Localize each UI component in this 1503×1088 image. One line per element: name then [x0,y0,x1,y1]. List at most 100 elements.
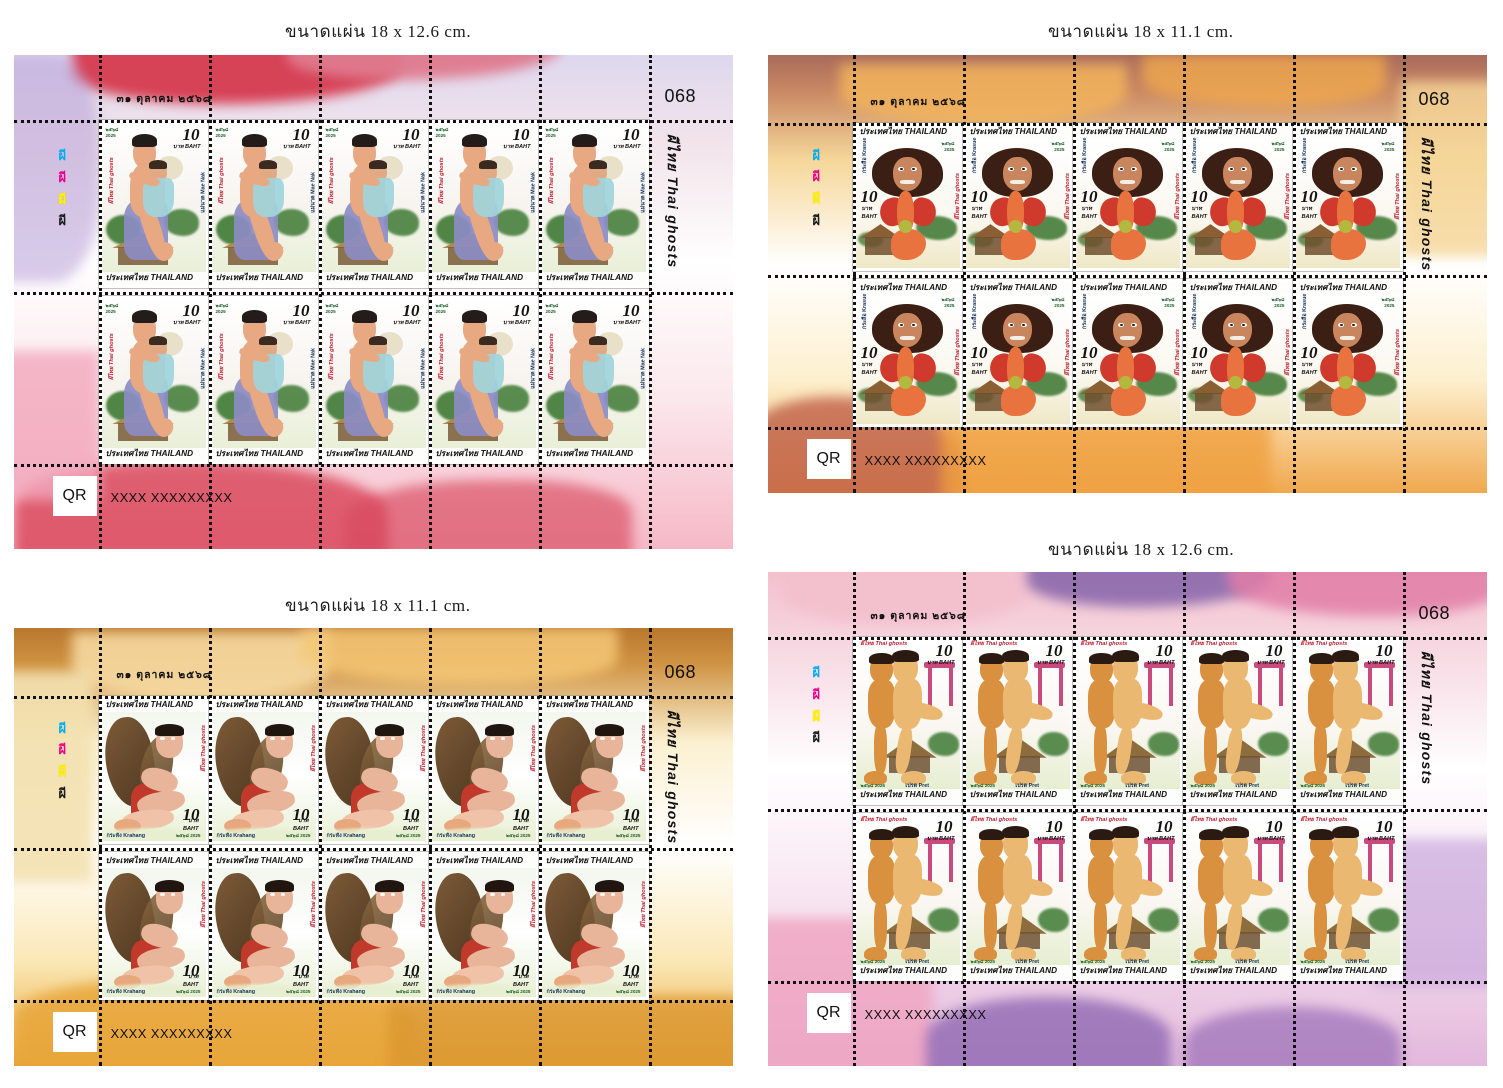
stamp[interactable]: ประเทศไทย THAILAND ผีไทย Thai ghosts 10 บาท… [1182,813,1293,981]
stamp[interactable]: ประเทศไทย THAILAND 10 บาท BAHT ๒๕๖๘ 2025 กระสื… [1182,123,1293,271]
stamp[interactable]: ประเทศไทย THAILAND 10 บาท BAHT กระหัง Krahan… [428,696,539,844]
stamp-ghost-name: เปรต Pret [1015,782,1040,789]
stamp[interactable]: ประเทศไทย THAILAND 10 บาท BAHT ๒๕๖๘ 2025 ผีไท… [98,120,209,288]
cmyk-mark-cyan: ผี [58,721,67,737]
stamp[interactable]: ประเทศไทย THAILAND ผีไทย Thai ghosts 10 บาท… [852,813,963,981]
stamp-denomination-unit: บาท BAHT [1191,206,1208,220]
stamp[interactable]: ประเทศไทย THAILAND ผีไทย Thai ghosts 10 บาท… [852,637,963,805]
stamp-inner: ประเทศไทย THAILAND ผีไทย Thai ghosts 10 บาท… [855,640,960,802]
stamp-inner: ประเทศไทย THAILAND 10 บาท BAHT ๒๕๖๘ 2025 กระสื… [1185,126,1290,268]
stamp[interactable]: ประเทศไทย THAILAND 10 บาท BAHT ๒๕๖๘ 2025 ผีไท… [538,120,649,288]
stamp-country-label: ประเทศไทย THAILAND [969,790,1058,799]
stamp-art-area [211,123,316,272]
stamp-brand-mark: ผีไทย Thai ghosts [1190,817,1238,823]
stamp-inner: ประเทศไทย THAILAND 10 บาท BAHT ๒๕๖๘ 2025 กระสื… [855,282,960,424]
stamp-denomination-unit: บาท BAHT [173,320,201,326]
stamp-country-label: ประเทศไทย THAILAND [215,856,304,865]
stamp[interactable]: ประเทศไทย THAILAND 10 บาท BAHT ๒๕๖๘ 2025 กระสื… [1072,123,1183,271]
stamp[interactable]: ประเทศไทย THAILAND 10 บาท BAHT กระหัง Krahan… [98,852,209,1000]
stamp[interactable]: ประเทศไทย THAILAND ผีไทย Thai ghosts 10 บาท… [1072,813,1183,981]
cmyk-mark-black: ผี [812,213,821,229]
stamp-country-label: ประเทศไทย THAILAND [969,966,1058,975]
cmyk-mark-magenta: ผี [58,170,67,186]
stamp[interactable]: ประเทศไทย THAILAND 10 บาท BAHT กระหัง Krahan… [538,852,649,1000]
stamp[interactable]: ประเทศไทย THAILAND ผีไทย Thai ghosts 10 บาท… [962,813,1073,981]
stamp-inner: ประเทศไทย THAILAND 10 บาท BAHT ๒๕๖๘ 2025 ผีไท… [431,299,536,461]
perforation-guide-vertical [538,55,542,549]
qr-code-placeholder[interactable]: QR [806,439,851,479]
stamp[interactable]: ประเทศไทย THAILAND ผีไทย Thai ghosts 10 บาท… [1182,637,1293,805]
stamp-art-area [965,139,1070,268]
stamp-denomination-unit: บาท BAHT [503,320,531,326]
stamp-inner: ประเทศไทย THAILAND 10 บาท BAHT ๒๕๖๘ 2025 ผีไท… [101,299,206,461]
stamp-denomination-unit: บาท BAHT [402,974,419,988]
stamp[interactable]: ประเทศไทย THAILAND 10 บาท BAHT กระหัง Krahan… [318,852,429,1000]
stamp-denomination-unit: บาท BAHT [182,974,199,988]
stamp-inner: ประเทศไทย THAILAND 10 บาท BAHT กระหัง Krahan… [101,699,206,841]
qr-code-placeholder[interactable]: QR [806,993,851,1033]
stamp-inner: ประเทศไทย THAILAND 10 บาท BAHT ๒๕๖๘ 2025 กระสื… [1295,126,1400,268]
stamp[interactable]: ประเทศไทย THAILAND 10 บาท BAHT ๒๕๖๘ 2025 กระสื… [962,279,1073,427]
stamp[interactable]: ประเทศไทย THAILAND 10 บาท BAHT ๒๕๖๘ 2025 กระสื… [1292,279,1403,427]
stamp-inner: ประเทศไทย THAILAND ผีไทย Thai ghosts 10 บาท… [965,816,1070,978]
stamp[interactable]: ประเทศไทย THAILAND 10 บาท BAHT กระหัง Krahan… [98,696,209,844]
stamp-denomination: 10 [622,125,640,144]
stamp[interactable]: ประเทศไทย THAILAND 10 บาท BAHT กระหัง Krahan… [318,696,429,844]
perforation-guide-vertical [1182,55,1186,493]
stamp[interactable]: ประเทศไทย THAILAND 10 บาท BAHT ๒๕๖๘ 2025 ผีไท… [538,296,649,464]
stamp-denomination-unit: บาท BAHT [173,144,201,150]
stamp-year: ๒๕๖๘ 2025 [1051,297,1065,308]
stamp-sheet-pret[interactable]: ประเทศไทย THAILAND ผีไทย Thai ghosts 10 บาท… [768,572,1487,1066]
stamp[interactable]: ประเทศไทย THAILAND 10 บาท BAHT กระหัง Krahan… [428,852,539,1000]
stamp-sheet-mae-nak[interactable]: ประเทศไทย THAILAND 10 บาท BAHT ๒๕๖๘ 2025 ผีไท… [14,55,733,549]
stamp-brand-mark: ผีไทย Thai ghosts [1394,328,1400,376]
stamp[interactable]: ประเทศไทย THAILAND 10 บาท BAHT ๒๕๖๘ 2025 ผีไท… [208,120,319,288]
stamp-inner: ประเทศไทย THAILAND ผีไทย Thai ghosts 10 บาท… [1185,640,1290,802]
stamp-artwork-mae-nak [101,123,206,272]
stamp[interactable]: ประเทศไทย THAILAND 10 บาท BAHT กระหัง Krahan… [208,852,319,1000]
stamp[interactable]: ประเทศไทย THAILAND ผีไทย Thai ghosts 10 บาท… [1292,637,1403,805]
stamp-denomination: 10 [1155,641,1173,660]
cmyk-registration-marks: ผี ผี ผี ผี [59,150,67,237]
stamp-denomination: 10 [1080,343,1098,363]
stamp-sheet-krasue[interactable]: ประเทศไทย THAILAND 10 บาท BAHT ๒๕๖๘ 2025 กระสื… [768,55,1487,493]
stamp[interactable]: ประเทศไทย THAILAND 10 บาท BAHT ๒๕๖๘ 2025 ผีไท… [318,296,429,464]
stamp-year: ๒๕๖๘ 2025 [970,783,995,789]
stamp[interactable]: ประเทศไทย THAILAND 10 บาท BAHT ๒๕๖๘ 2025 กระสื… [852,279,963,427]
perforation-guide-horizontal [768,427,1487,430]
stamp-denomination: 10 [512,961,530,980]
stamp-denomination-unit: บาท BAHT [393,144,421,150]
stamp[interactable]: ประเทศไทย THAILAND 10 บาท BAHT ๒๕๖๘ 2025 ผีไท… [318,120,429,288]
stamp[interactable]: ประเทศไทย THAILAND 10 บาท BAHT ๒๕๖๘ 2025 กระสื… [852,123,963,271]
stamp[interactable]: ประเทศไทย THAILAND ผีไทย Thai ghosts 10 บาท… [1072,637,1183,805]
stamp-art-area [431,712,536,841]
stamp[interactable]: ประเทศไทย THAILAND ผีไทย Thai ghosts 10 บาท… [962,637,1073,805]
qr-code-placeholder[interactable]: QR [52,1012,97,1052]
stamp[interactable]: ประเทศไทย THAILAND 10 บาท BAHT ๒๕๖๘ 2025 กระสื… [1292,123,1403,271]
stamp[interactable]: ประเทศไทย THAILAND 10 บาท BAHT กระหัง Krahan… [538,696,649,844]
stamp[interactable]: ประเทศไทย THAILAND 10 บาท BAHT ๒๕๖๘ 2025 ผีไท… [428,296,539,464]
stamp-denomination-unit: บาท BAHT [927,660,955,666]
stamp-artwork-krahang [321,712,426,841]
stamp[interactable]: ประเทศไทย THAILAND 10 บาท BAHT ๒๕๖๘ 2025 ผีไท… [208,296,319,464]
stamp[interactable]: ประเทศไทย THAILAND 10 บาท BAHT กระหัง Krahan… [208,696,319,844]
stamp[interactable]: ประเทศไทย THAILAND 10 บาท BAHT ๒๕๖๘ 2025 กระสื… [962,123,1073,271]
stamp-art-area [211,868,316,997]
stamp-country-label: ประเทศไทย THAILAND [859,283,948,292]
stamp-sheet-krahang[interactable]: ประเทศไทย THAILAND 10 บาท BAHT กระหัง Krahan… [14,628,733,1066]
stamp[interactable]: ประเทศไทย THAILAND 10 บาท BAHT ๒๕๖๘ 2025 กระสื… [1072,279,1183,427]
stamp-denomination: 10 [1375,641,1393,660]
stamp-year: ๒๕๖๘ 2025 [1080,783,1105,789]
stamp[interactable]: ประเทศไทย THAILAND 10 บาท BAHT ๒๕๖๘ 2025 กระสื… [1182,279,1293,427]
stamp[interactable]: ประเทศไทย THAILAND 10 บาท BAHT ๒๕๖๘ 2025 ผีไท… [98,296,209,464]
stamp[interactable]: ประเทศไทย THAILAND 10 บาท BAHT ๒๕๖๘ 2025 ผีไท… [428,120,539,288]
stamp-brand-mark: ผีไทย Thai ghosts [1064,328,1070,376]
stamp-brand-mark: ผีไทย Thai ghosts [438,157,445,204]
stamp-ghost-name: กระหัง Krahang [106,988,146,995]
stamp-art-area [101,868,206,997]
perforation-guide-vertical [318,628,322,1066]
qr-code-placeholder[interactable]: QR [52,476,97,516]
stamp-artwork-pret [1295,640,1400,789]
stamp[interactable]: ประเทศไทย THAILAND ผีไทย Thai ghosts 10 บาท… [1292,813,1403,981]
stamp-art-area [431,123,536,272]
